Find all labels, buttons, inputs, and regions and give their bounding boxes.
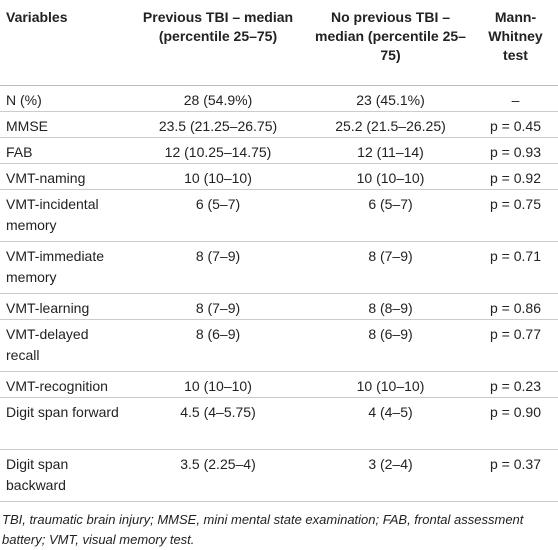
table-row: VMT-incidental memory 6 (5–7) 6 (5–7) p = 0… (0, 189, 558, 242)
table-cell: p = 0.75 (473, 189, 558, 242)
table-cell: VMT-recognition (0, 371, 128, 398)
table-cell: 10 (10–10) (128, 163, 308, 190)
table-cell: p = 0.92 (473, 163, 558, 190)
table-cell: p = 0.93 (473, 137, 558, 164)
table-cell: 12 (11–14) (308, 137, 473, 164)
table-cell: N (%) (0, 85, 128, 112)
table-row: VMT-learning 8 (7–9) 8 (8–9) p = 0.86 (0, 293, 558, 320)
table-cell: 6 (5–7) (308, 189, 473, 242)
header-cell: Previous TBI – median (percentile 25–75) (142, 9, 294, 44)
table-cell: 4 (4–5) (308, 397, 473, 450)
table-cell: VMT-naming (0, 163, 128, 190)
table-cell: p = 0.86 (473, 293, 558, 320)
table-cell: VMT-learning (0, 293, 128, 320)
table-cell: p = 0.71 (473, 241, 558, 294)
table-cell: 10 (10–10) (308, 371, 473, 398)
table-cell: p = 0.45 (473, 111, 558, 138)
table-cell: 28 (54.9%) (128, 85, 308, 112)
header-cell: Mann-Whitney test (488, 9, 543, 63)
table-row: VMT-delayed recall 8 (6–9) 8 (6–9) p = 0.77 (0, 319, 558, 372)
table-body: N (%) 28 (54.9%) 23 (45.1%) – MMSE 23.5 (21.2… (0, 85, 558, 502)
table-row: N (%) 28 (54.9%) 23 (45.1%) – (0, 85, 558, 112)
table-cell: 8 (6–9) (308, 319, 473, 372)
table-row: Digit span backward 3.5 (2.25–4) 3 (2–4) p … (0, 449, 558, 502)
table-cell: 8 (7–9) (128, 293, 308, 320)
table-cell: 8 (7–9) (308, 241, 473, 294)
table-cell: 12 (10.25–14.75) (128, 137, 308, 164)
table-cell: Digit span forward (0, 397, 128, 450)
table-row: Digit span forward 4.5 (4–5.75) 4 (4–5) p =… (0, 397, 558, 450)
table-row: VMT-naming 10 (10–10) 10 (10–10) p = 0.92 (0, 163, 558, 190)
header-row: Variables Previous TBI – median (percenti… (0, 0, 558, 86)
table-cell: MMSE (0, 111, 128, 138)
table-cell: p = 0.23 (473, 371, 558, 398)
table-cell: 23 (45.1%) (308, 85, 473, 112)
table-cell: 8 (8–9) (308, 293, 473, 320)
table-cell: 8 (7–9) (128, 241, 308, 294)
table-cell: 3.5 (2.25–4) (128, 449, 308, 502)
data-table: Variables Previous TBI – median (percenti… (0, 0, 558, 502)
header-cell: No previous TBI – median (percentile 25–… (315, 9, 466, 63)
table-cell: 4.5 (4–5.75) (128, 397, 308, 450)
table-cell: 25.2 (21.5–26.25) (308, 111, 473, 138)
header-cell: Variables (6, 9, 68, 25)
table-cell: 3 (2–4) (308, 449, 473, 502)
table-cell: VMT-delayed recall (0, 319, 128, 372)
table-cell: p = 0.37 (473, 449, 558, 502)
table-row: FAB 12 (10.25–14.75) 12 (11–14) p = 0.93 (0, 137, 558, 164)
table-cell: 10 (10–10) (308, 163, 473, 190)
table-cell: 23.5 (21.25–26.75) (128, 111, 308, 138)
table-cell: 8 (6–9) (128, 319, 308, 372)
footnote: TBI, traumatic brain injury; MMSE, mini … (2, 512, 524, 547)
table-cell: VMT-immediate memory (0, 241, 128, 294)
table-cell: FAB (0, 137, 128, 164)
table-cell: p = 0.90 (473, 397, 558, 450)
table-row: VMT-immediate memory 8 (7–9) 8 (7–9) p = 0.… (0, 241, 558, 294)
table-row: VMT-recognition 10 (10–10) 10 (10–10) p = 0… (0, 371, 558, 398)
table-cell: p = 0.77 (473, 319, 558, 372)
table-cell: VMT-incidental memory (0, 189, 128, 242)
table-cell: – (473, 85, 558, 112)
table-cell: Digit span backward (0, 449, 128, 502)
table-row: MMSE 23.5 (21.25–26.75) 25.2 (21.5–26.25) p… (0, 111, 558, 138)
table-cell: 6 (5–7) (128, 189, 308, 242)
table-cell: 10 (10–10) (128, 371, 308, 398)
